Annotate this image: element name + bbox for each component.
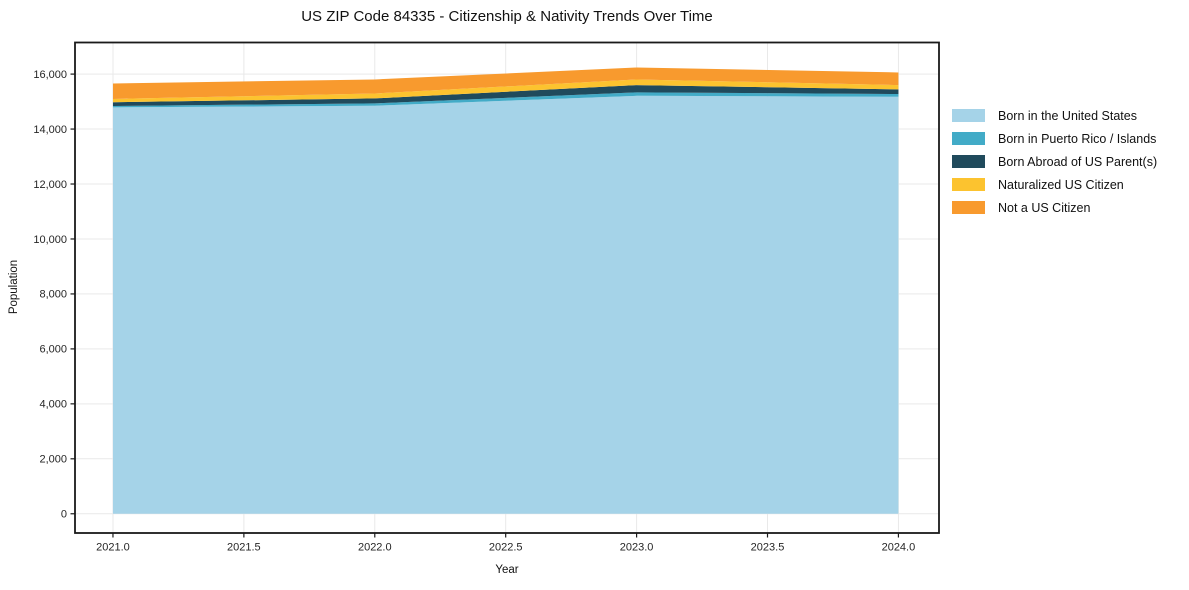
y-tick-label: 0 (61, 509, 67, 521)
legend-item: Naturalized US Citizen (952, 173, 1157, 196)
legend-swatch (952, 178, 985, 191)
x-tick-label: 2023.5 (751, 542, 785, 554)
y-tick-label: 12,000 (33, 179, 67, 191)
x-tick-label: 2021.5 (227, 542, 261, 554)
y-tick-label: 16,000 (33, 69, 67, 81)
legend-label: Not a US Citizen (998, 200, 1091, 215)
x-tick-label: 2021.0 (96, 542, 130, 554)
x-tick-label: 2024.0 (882, 542, 916, 554)
area-series-born-in-puerto-rico-islands (112, 92, 899, 108)
area-series-naturalized-us-citizen (112, 79, 899, 103)
area-series-born-in-the-united-states (112, 95, 899, 514)
legend-item: Born Abroad of US Parent(s) (952, 150, 1157, 173)
legend-label: Born in Puerto Rico / Islands (998, 131, 1157, 146)
plot-border (74, 41, 940, 534)
y-tick-label: 14,000 (33, 124, 67, 136)
x-tick-label: 2023.0 (620, 542, 654, 554)
y-tick-label: 8,000 (39, 289, 67, 301)
y-tick-label: 2,000 (39, 454, 67, 466)
area-series-not-a-us-citizen (112, 67, 899, 99)
legend-label: Born in the United States (998, 108, 1137, 123)
legend-item: Not a US Citizen (952, 196, 1157, 219)
legend-swatch (952, 109, 985, 122)
x-tick-label: 2022.0 (358, 542, 392, 554)
legend-label: Born Abroad of US Parent(s) (998, 154, 1158, 169)
y-tick-label: 10,000 (33, 234, 67, 246)
legend-label: Naturalized US Citizen (998, 177, 1124, 192)
chart-title: US ZIP Code 84335 - Citizenship & Nativi… (301, 8, 713, 25)
legend-swatch (952, 132, 985, 145)
legend: Born in the United States Born in Puerto … (952, 104, 1157, 219)
legend-item: Born in Puerto Rico / Islands (952, 127, 1157, 150)
x-axis-label: Year (495, 564, 519, 576)
legend-swatch (952, 155, 985, 168)
y-tick-label: 4,000 (39, 399, 67, 411)
area-series-born-abroad-of-us-parent-s (112, 85, 899, 106)
legend-item: Born in the United States (952, 104, 1157, 127)
x-tick-label: 2022.5 (489, 542, 523, 554)
y-tick-label: 6,000 (39, 344, 67, 356)
legend-swatch (952, 201, 985, 214)
y-axis-label: Population (8, 259, 20, 315)
